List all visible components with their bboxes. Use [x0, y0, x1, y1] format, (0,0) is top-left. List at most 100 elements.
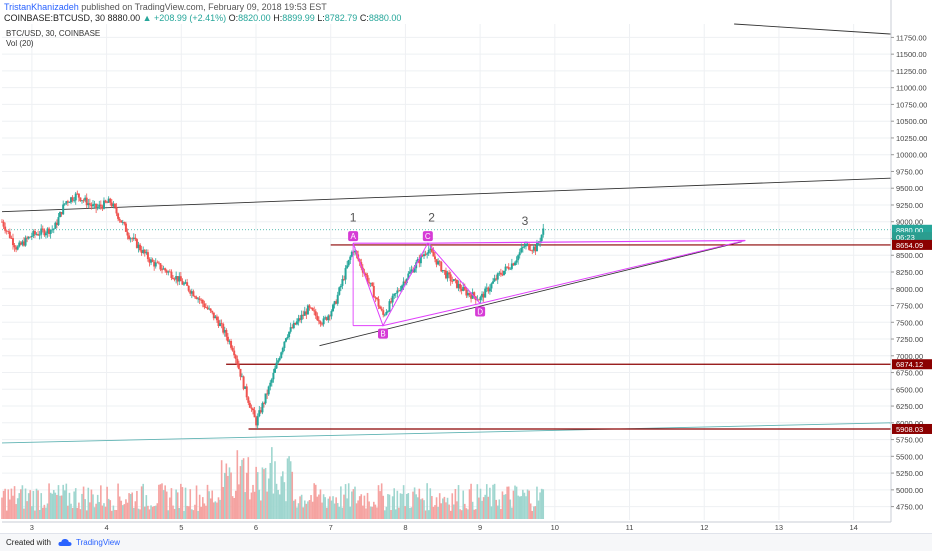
candle: [369, 282, 372, 288]
candle: [324, 315, 327, 320]
volume-bar: [462, 490, 465, 519]
candle-body: [401, 285, 404, 291]
candle: [186, 278, 189, 286]
candle-body: [451, 281, 454, 282]
candle: [270, 377, 273, 387]
volume-bar: [410, 507, 413, 519]
volume-bar: [263, 469, 265, 519]
candle-body: [430, 248, 433, 252]
candle: [239, 368, 242, 381]
candle-body: [506, 266, 509, 268]
candle-body: [466, 292, 469, 296]
candle: [193, 295, 196, 299]
candle-body: [408, 271, 411, 274]
volume-bar: [432, 506, 435, 519]
candle-body: [321, 323, 324, 325]
volume-bar: [217, 497, 220, 519]
candle: [156, 260, 159, 264]
volume-bar: [366, 492, 369, 519]
candle-body: [215, 316, 218, 321]
volume-bar: [313, 483, 315, 519]
candle: [397, 288, 400, 292]
candle: [44, 231, 47, 239]
volume-bar: [509, 499, 512, 519]
candle-body: [437, 261, 440, 265]
candle-body: [10, 237, 13, 239]
candle: [237, 360, 240, 370]
candle-body: [435, 259, 438, 265]
candle: [512, 262, 515, 266]
candle: [209, 308, 212, 314]
author-link[interactable]: TristanKhanizadeh: [4, 2, 79, 12]
candle-body: [84, 197, 87, 201]
volume-bar: [360, 494, 363, 519]
candle-body: [443, 270, 446, 271]
candle: [230, 338, 233, 350]
volume-bar: [187, 506, 190, 519]
volume-bar: [280, 476, 283, 519]
volume-bar: [534, 506, 537, 519]
candle-body: [128, 235, 131, 240]
candle: [59, 211, 62, 218]
candle-body: [209, 308, 212, 311]
candle: [333, 300, 336, 309]
candle: [223, 326, 226, 337]
candle-body: [291, 327, 294, 329]
candle: [444, 267, 447, 280]
tradingview-brand[interactable]: TradingView: [76, 538, 121, 547]
volume-bar: [253, 491, 256, 519]
candle: [264, 393, 267, 405]
volume-bar: [198, 494, 201, 519]
price-tick-label: 5500.00: [896, 452, 923, 461]
candle-body: [195, 297, 198, 299]
candle-body: [77, 193, 80, 198]
candle: [343, 275, 346, 281]
candle: [437, 258, 440, 266]
candle-body: [421, 255, 424, 257]
volume-bar: [118, 496, 121, 519]
candle-body: [410, 269, 413, 272]
candle: [449, 271, 452, 286]
candle: [16, 245, 19, 251]
candle-body: [371, 282, 374, 287]
volume-bar: [181, 487, 184, 519]
volume-bar: [504, 494, 507, 519]
candle: [27, 236, 30, 240]
volume-bar: [299, 496, 301, 519]
volume-bar: [43, 504, 46, 519]
candle: [129, 237, 132, 243]
candle-body: [349, 256, 352, 260]
candle-body: [189, 290, 192, 294]
volume-bar: [318, 494, 320, 519]
candle: [32, 229, 35, 238]
volume-bar: [409, 507, 411, 519]
candle-body: [492, 281, 495, 284]
candle-body: [487, 287, 490, 292]
candle-body: [182, 283, 185, 285]
pattern-point-label: C: [425, 232, 431, 241]
candle-body: [123, 222, 126, 224]
high-value: 8899.99: [282, 13, 315, 23]
candle-body: [441, 270, 444, 272]
volume-bar: [220, 460, 223, 519]
volume-bar: [368, 501, 370, 519]
candle-body: [452, 279, 455, 282]
candle-body: [22, 241, 25, 246]
candle-body: [380, 308, 383, 311]
candle: [266, 389, 269, 399]
candle: [517, 254, 520, 265]
candle: [487, 286, 490, 294]
volume-bar: [78, 502, 80, 519]
volume-bar: [87, 487, 90, 519]
candle-body: [225, 329, 228, 337]
volume-bar: [121, 505, 124, 519]
candle: [250, 404, 253, 412]
volume-bar: [106, 486, 108, 519]
publish-info: published on TradingView.com, February 0…: [78, 2, 327, 12]
volume-bar: [324, 497, 326, 519]
volume-bar: [148, 509, 151, 519]
volume-bar: [175, 489, 177, 519]
candle: [101, 204, 104, 211]
volume-bar: [65, 483, 68, 519]
